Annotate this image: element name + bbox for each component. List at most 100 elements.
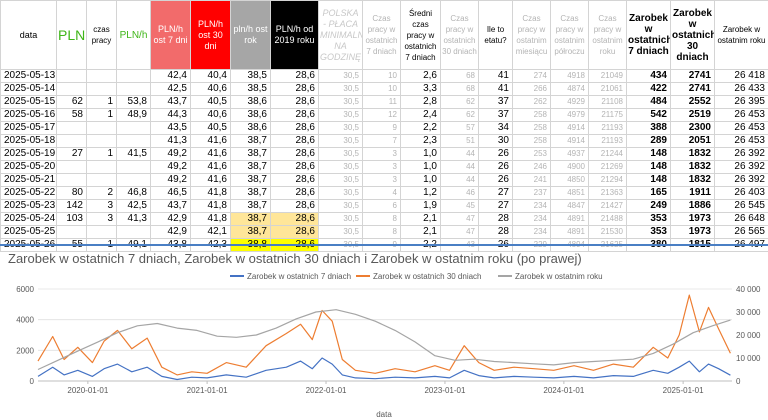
table-cell[interactable]: 30,5 (318, 95, 363, 109)
table-cell[interactable]: 28 (478, 212, 513, 226)
table-cell[interactable]: 28,6 (270, 173, 319, 187)
table-cell[interactable]: 6 (362, 199, 401, 213)
table-cell[interactable]: 47 (440, 212, 479, 226)
table-cell[interactable]: 27 (56, 147, 87, 161)
table-cell[interactable]: 38,6 (230, 121, 271, 135)
column-header[interactable]: Zarobek w ostatnich 7 dniach (626, 0, 671, 70)
table-cell[interactable]: 46 (440, 186, 479, 200)
table-cell[interactable]: 30,5 (318, 199, 363, 213)
table-cell[interactable]: 3 (362, 173, 401, 187)
table-cell[interactable]: 3 (86, 212, 117, 226)
table-cell[interactable]: 2025-05-16 (0, 108, 57, 122)
table-cell[interactable]: 1973 (670, 212, 715, 226)
table-cell[interactable]: 34 (478, 121, 513, 135)
table-cell[interactable]: 46,5 (150, 186, 191, 200)
column-header[interactable]: pln/h ost rok (230, 0, 271, 70)
table-cell[interactable]: 30,5 (318, 225, 363, 239)
table-cell[interactable]: 41,6 (190, 134, 231, 148)
earnings-chart[interactable]: Zarobek w ostatnich 7 dniach, Zarobek w … (0, 247, 768, 420)
table-cell[interactable]: 258 (512, 121, 551, 135)
column-header[interactable]: PLN/h ost 7 dni (150, 0, 191, 70)
table-cell[interactable]: 38,7 (230, 186, 271, 200)
table-cell[interactable]: 37 (478, 108, 513, 122)
table-cell[interactable]: 28,6 (270, 225, 319, 239)
table-cell[interactable]: 289 (626, 134, 671, 148)
table-cell[interactable]: 542 (626, 108, 671, 122)
table-cell[interactable]: 26 433 (714, 82, 768, 96)
table-cell[interactable]: 38,7 (230, 134, 271, 148)
table-cell[interactable]: 353 (626, 225, 671, 239)
table-cell[interactable]: 26 453 (714, 108, 768, 122)
table-cell[interactable] (116, 82, 151, 96)
table-cell[interactable]: 28,6 (270, 134, 319, 148)
table-cell[interactable]: 28,6 (270, 69, 319, 83)
table-cell[interactable]: 41,6 (190, 173, 231, 187)
table-cell[interactable] (56, 173, 87, 187)
table-cell[interactable]: 41,5 (116, 147, 151, 161)
table-cell[interactable]: 38,6 (230, 95, 271, 109)
table-cell[interactable]: 38,6 (230, 108, 271, 122)
table-cell[interactable] (116, 69, 151, 83)
table-cell[interactable]: 40,5 (190, 95, 231, 109)
table-cell[interactable]: 28,6 (270, 212, 319, 226)
table-cell[interactable]: 42,4 (150, 69, 191, 83)
table-cell[interactable]: 148 (626, 160, 671, 174)
table-cell[interactable]: 38,7 (230, 147, 271, 161)
table-cell[interactable]: 103 (56, 212, 87, 226)
table-cell[interactable]: 4914 (550, 134, 589, 148)
table-cell[interactable]: 2 (86, 186, 117, 200)
table-cell[interactable]: 274 (512, 69, 551, 83)
table-cell[interactable]: 2051 (670, 134, 715, 148)
table-cell[interactable]: 434 (626, 69, 671, 83)
table-cell[interactable] (116, 225, 151, 239)
table-cell[interactable]: 1 (86, 95, 117, 109)
column-header[interactable]: PLN/h ost 30 dni (190, 0, 231, 70)
table-cell[interactable]: 11 (362, 95, 401, 109)
table-cell[interactable]: 4 (362, 186, 401, 200)
table-cell[interactable] (56, 160, 87, 174)
table-cell[interactable]: 30,5 (318, 82, 363, 96)
table-cell[interactable]: 253 (512, 147, 551, 161)
table-cell[interactable]: 42,1 (190, 225, 231, 239)
table-cell[interactable]: 45 (440, 199, 479, 213)
table-cell[interactable]: 21108 (588, 95, 627, 109)
table-cell[interactable]: 38,7 (230, 212, 271, 226)
table-cell[interactable]: 30,5 (318, 212, 363, 226)
table-cell[interactable]: 2,1 (400, 225, 441, 239)
table-cell[interactable]: 27 (478, 199, 513, 213)
table-cell[interactable]: 1,0 (400, 173, 441, 187)
column-header[interactable]: Średni czas pracy w ostatnich 7 dniach (400, 0, 441, 70)
table-cell[interactable] (116, 173, 151, 187)
table-cell[interactable]: 1973 (670, 225, 715, 239)
table-cell[interactable]: 2025-05-20 (0, 160, 57, 174)
table-cell[interactable] (86, 69, 117, 83)
table-cell[interactable]: 10 (362, 69, 401, 83)
table-cell[interactable]: 1886 (670, 199, 715, 213)
table-cell[interactable]: 241 (512, 173, 551, 187)
table-cell[interactable]: 3,3 (400, 82, 441, 96)
table-cell[interactable]: 30,5 (318, 147, 363, 161)
table-cell[interactable]: 2,1 (400, 212, 441, 226)
table-cell[interactable]: 237 (512, 186, 551, 200)
table-cell[interactable]: 1911 (670, 186, 715, 200)
table-cell[interactable] (56, 134, 87, 148)
table-cell[interactable]: 1,9 (400, 199, 441, 213)
table-cell[interactable] (116, 160, 151, 174)
table-cell[interactable]: 49,2 (150, 160, 191, 174)
column-header[interactable]: Czas pracy w ostatnim miesiącu (512, 0, 551, 70)
table-cell[interactable]: 4891 (550, 225, 589, 239)
table-cell[interactable]: 44,3 (150, 108, 191, 122)
table-cell[interactable]: 249 (626, 199, 671, 213)
table-cell[interactable]: 4929 (550, 95, 589, 109)
table-cell[interactable]: 2741 (670, 82, 715, 96)
table-cell[interactable]: 21488 (588, 212, 627, 226)
chart-selection-border[interactable] (0, 244, 768, 246)
table-cell[interactable]: 38,5 (230, 69, 271, 83)
table-cell[interactable]: 38,7 (230, 160, 271, 174)
table-cell[interactable]: 38,7 (230, 225, 271, 239)
column-header[interactable]: Czas pracy w ostatnich 7 dniach (362, 0, 401, 70)
table-cell[interactable] (56, 82, 87, 96)
table-cell[interactable]: 26 418 (714, 69, 768, 83)
table-cell[interactable]: 4847 (550, 199, 589, 213)
table-cell[interactable]: 43,5 (150, 121, 191, 135)
